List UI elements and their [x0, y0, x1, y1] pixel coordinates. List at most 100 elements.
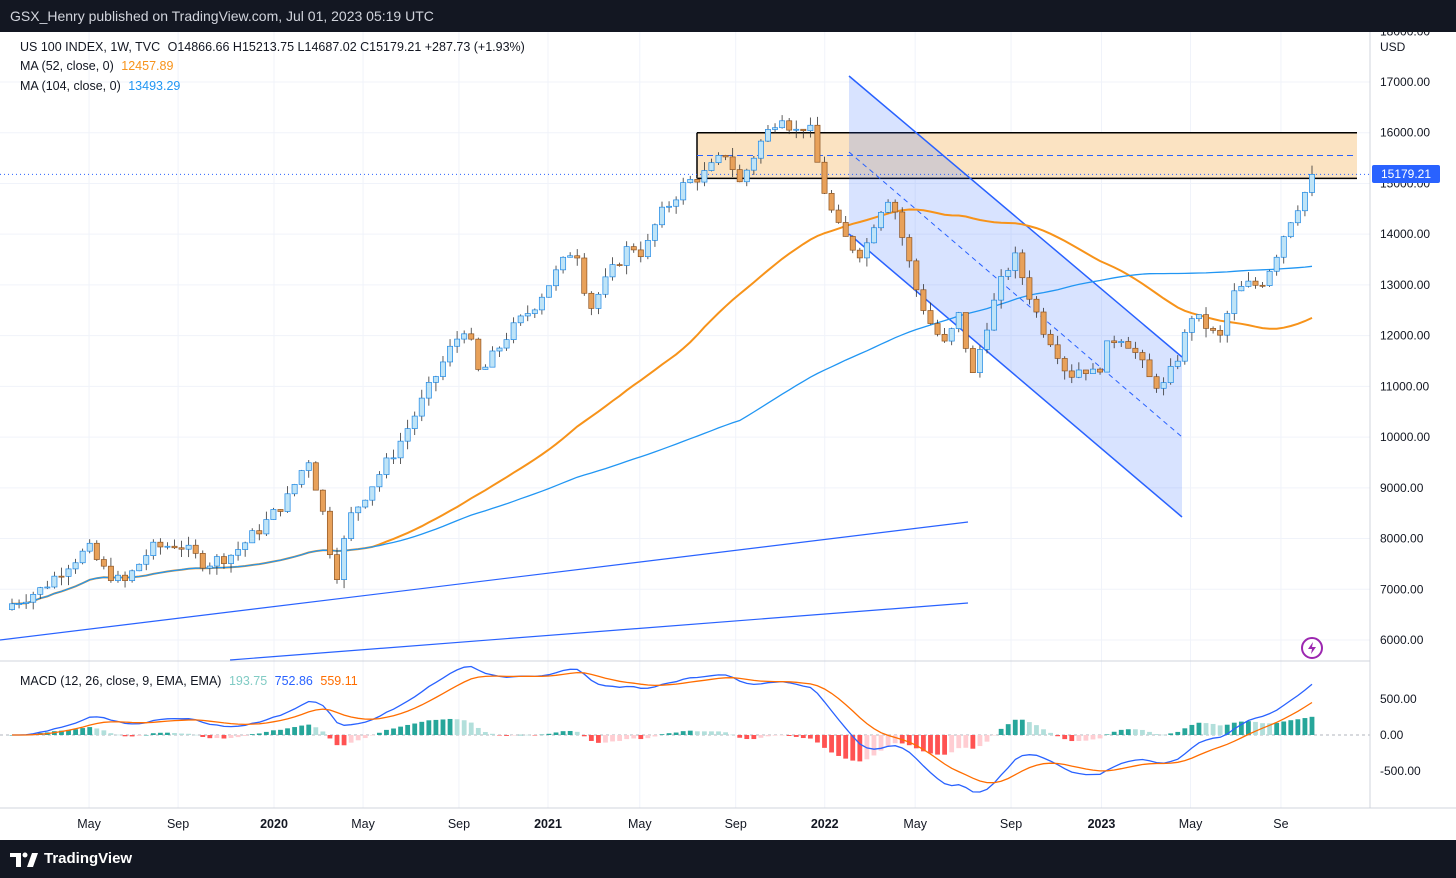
tradingview-icon — [10, 852, 38, 867]
macd-hist-bar — [666, 733, 672, 735]
candle-body — [1068, 370, 1075, 378]
macd-hist-bar — [709, 731, 714, 735]
macd-hist-bar — [165, 732, 170, 735]
price-chart[interactable]: 18000.0017000.0016000.0015000.0014000.00… — [0, 32, 1456, 840]
candle-body — [955, 312, 962, 329]
candle-body — [454, 338, 461, 347]
macd-hist-bar — [1302, 718, 1308, 735]
price-tick-label: 16000.00 — [1380, 126, 1430, 140]
candle-body — [192, 544, 199, 554]
macd-hist-bar — [723, 732, 728, 735]
candle-body — [496, 347, 503, 352]
macd-axis-ticks: 500.00 0.00 -500.00 — [1380, 692, 1421, 778]
macd-label: MACD (12, 26, close, 9, EMA, EMA) — [20, 674, 222, 688]
candle-body — [489, 350, 496, 368]
candle-body — [849, 236, 856, 251]
candle-body — [715, 155, 722, 164]
candle-body — [249, 530, 256, 544]
candle-body — [1104, 340, 1111, 373]
macd-hist-bar — [1055, 735, 1061, 737]
candle-body — [9, 603, 15, 610]
candle-body — [115, 574, 121, 581]
lightning-icon[interactable] — [1301, 637, 1323, 659]
macd-hist-bar — [94, 728, 100, 735]
macd-hist-bar — [765, 735, 771, 737]
macd-hist-bar — [150, 733, 156, 735]
macd-hist-bar — [511, 735, 517, 736]
macd-hist-bar — [256, 733, 262, 735]
candle-body — [708, 162, 715, 171]
macd-hist-bar — [659, 734, 665, 735]
macd-hist-bar — [101, 730, 107, 735]
price-tick-label: 14000.00 — [1380, 227, 1430, 241]
channel-mid — [848, 151, 1183, 438]
publisher-bar: GSX_Henry published on TradingView.com, … — [0, 0, 1456, 32]
candle-body — [100, 559, 107, 567]
candle-body — [765, 129, 771, 142]
macd-hist-bar — [334, 735, 340, 746]
time-tick-label: May — [1179, 817, 1203, 831]
macd-hist-bar — [1097, 735, 1103, 739]
macd-hist-bar — [454, 719, 460, 735]
tradingview-logo[interactable]: TradingView — [10, 850, 132, 867]
candle-body — [228, 554, 234, 564]
macd-tick-label: 0.00 — [1380, 728, 1404, 742]
candle-body — [185, 544, 192, 550]
macd-hist-bar — [857, 735, 863, 762]
macd-hist-bar — [362, 735, 368, 739]
candle-body — [312, 462, 319, 491]
macd-hist-bar — [136, 735, 142, 736]
candle-body — [913, 260, 920, 291]
macd-hist-bar — [892, 735, 898, 744]
trend-lines — [0, 521, 969, 661]
legend-macd-row: MACD (12, 26, close, 9, EMA, EMA) 193.75… — [20, 674, 362, 688]
candle-body — [79, 550, 86, 564]
time-tick-label: 2021 — [534, 817, 562, 831]
candle-body — [531, 309, 538, 314]
time-tick-label: 2023 — [1088, 817, 1116, 831]
macd-hist-bar — [285, 728, 290, 735]
macd-hist-bar — [822, 735, 827, 748]
candle-body — [630, 246, 637, 251]
candle-body — [609, 264, 616, 278]
candle-body — [920, 289, 927, 311]
macd-hist-bar — [271, 730, 276, 735]
candle-body — [1266, 270, 1273, 286]
candle-body — [1146, 359, 1153, 378]
candle-body — [16, 603, 23, 605]
macd-hist-bar — [1090, 735, 1096, 740]
macd-hist-bar — [1203, 723, 1209, 735]
candle-body — [800, 128, 807, 132]
candle-body — [1231, 290, 1238, 314]
macd-hist-bar — [398, 726, 403, 735]
candle-body — [991, 299, 998, 331]
macd-hist-bar — [59, 730, 64, 735]
candle-body — [164, 545, 171, 548]
macd-hist-bar — [1062, 735, 1068, 740]
macd-hist-bar — [885, 735, 891, 746]
candle-body — [341, 538, 348, 580]
macd-hist-bar — [800, 735, 806, 739]
macd-line — [12, 665, 1313, 793]
macd-hist-bar — [716, 731, 721, 735]
time-tick-label: Sep — [725, 817, 747, 831]
candle-body — [482, 366, 489, 370]
candle-body — [743, 169, 750, 183]
candle-body — [1097, 368, 1103, 373]
macd-hist-bar — [461, 720, 467, 735]
candle-body — [1047, 333, 1054, 346]
macd-hist-bar — [772, 735, 778, 736]
candle-body — [221, 556, 227, 564]
time-tick-label: Sep — [1000, 817, 1022, 831]
candle-body — [842, 222, 849, 237]
candle-body — [1287, 222, 1294, 238]
time-tick-label: May — [903, 817, 927, 831]
macd-hist-bar — [829, 735, 834, 753]
candle-body — [178, 547, 185, 550]
candle-body — [757, 140, 764, 159]
candle-body — [1125, 341, 1132, 349]
macd-signal-value: 559.11 — [320, 674, 358, 688]
macd-hist-bar — [292, 727, 298, 735]
candle-body — [659, 206, 665, 226]
candle-body — [143, 555, 150, 565]
